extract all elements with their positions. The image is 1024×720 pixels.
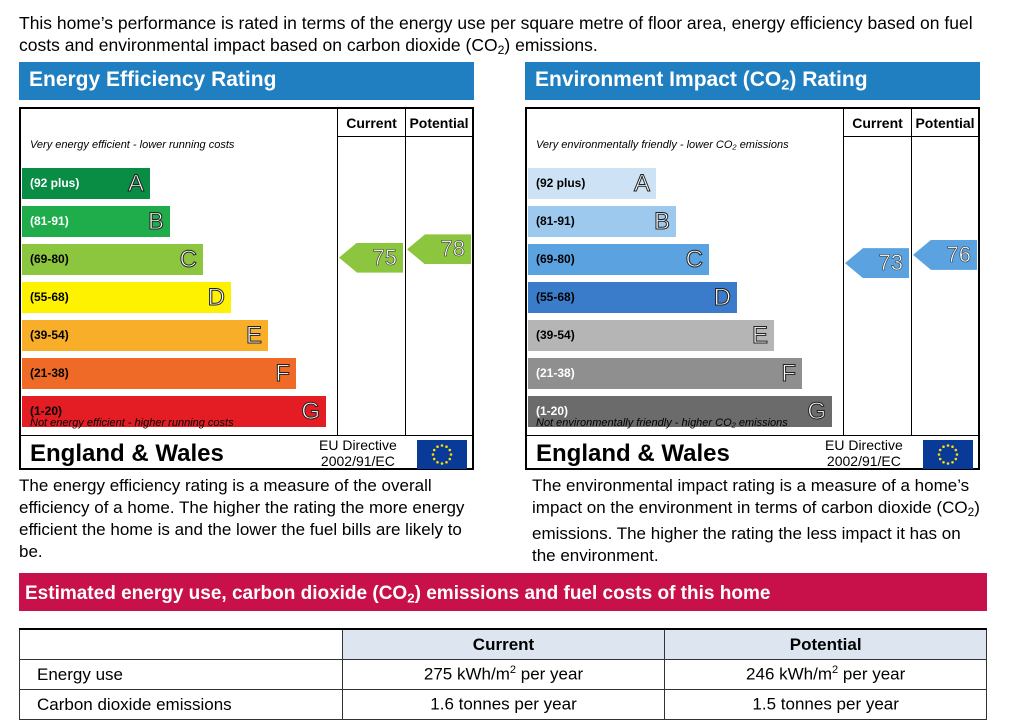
- header-current: Current: [337, 109, 405, 137]
- table-row: Carbon dioxide emissions 1.6 tonnes per …: [19, 689, 987, 720]
- band-letter: F: [781, 360, 797, 388]
- band-letter: G: [807, 398, 827, 426]
- band-letter: A: [633, 170, 650, 198]
- top-note: Very energy efficient - lower running co…: [30, 139, 235, 151]
- header-current: Current: [843, 109, 911, 137]
- table-row: Energy use 275 kWh/m2 per year 246 kWh/m…: [19, 659, 987, 690]
- band-range: (1-20): [30, 404, 63, 418]
- rating-band-f: (21-38) F: [22, 358, 296, 389]
- potential-rating-arrow: 76: [913, 239, 977, 270]
- rating-band-a: (92 plus) A: [22, 168, 150, 199]
- band-letter: E: [245, 322, 262, 350]
- bottom-note: Not energy efficient - higher running co…: [30, 417, 234, 429]
- band-range: (55-68): [536, 290, 575, 304]
- band-range: (69-80): [30, 252, 69, 266]
- col-current: Current: [341, 628, 666, 660]
- eu-directive: EU Directive 2002/91/EC: [825, 437, 903, 469]
- band-range: (39-54): [30, 328, 69, 342]
- band-range: (92 plus): [30, 176, 80, 190]
- band-range: (1-20): [536, 404, 569, 418]
- footer-region: England & Wales: [30, 440, 224, 467]
- panel-title: Energy Efficiency Rating: [19, 62, 474, 100]
- band-range: (21-38): [30, 366, 69, 380]
- band-range: (21-38): [536, 366, 575, 380]
- row-potential: 1.5 tonnes per year: [664, 689, 987, 720]
- band-letter: E: [751, 322, 768, 350]
- band-letter: G: [301, 398, 321, 426]
- col-potential: Potential: [664, 628, 987, 660]
- row-potential: 246 kWh/m2 per year: [664, 659, 987, 690]
- rating-band-b: (81-91) B: [22, 206, 170, 237]
- band-letter: F: [275, 360, 291, 388]
- rating-band-f: (21-38) F: [528, 358, 802, 389]
- eu-flag-icon: [417, 440, 467, 469]
- rating-band-e: (39-54) E: [22, 320, 268, 351]
- rating-chart: Current Potential Very energy efficient …: [19, 107, 474, 470]
- current-rating-arrow: 73: [845, 248, 909, 279]
- eu-flag-icon: [923, 440, 973, 469]
- band-letter: C: [179, 246, 197, 274]
- energy-efficiency-description: The energy efficiency rating is a measur…: [19, 476, 465, 561]
- current-rating-arrow: 75: [339, 242, 403, 273]
- top-note: Very environmentally friendly - lower CO…: [536, 139, 789, 151]
- band-letter: A: [127, 170, 144, 198]
- band-letter: B: [653, 208, 670, 236]
- row-label: Carbon dioxide emissions: [19, 689, 343, 720]
- rating-chart: Current Potential Very environmentally f…: [525, 107, 980, 470]
- energy-efficiency-panel: Energy Efficiency Rating Current Potenti…: [19, 62, 474, 471]
- estimate-table: Current Potential Energy use 275 kWh/m2 …: [19, 628, 987, 720]
- rating-band-c: (69-80) C: [528, 244, 709, 275]
- table-header-row: Current Potential: [19, 628, 987, 660]
- band-range: (92 plus): [536, 176, 586, 190]
- band-range: (81-91): [536, 214, 575, 228]
- row-label: Energy use: [19, 659, 343, 690]
- bottom-note: Not environmentally friendly - higher CO…: [536, 417, 788, 429]
- band-letter: C: [685, 246, 703, 274]
- rating-band-c: (69-80) C: [22, 244, 203, 275]
- band-range: (81-91): [30, 214, 69, 228]
- row-current: 275 kWh/m2 per year: [341, 659, 666, 690]
- header-potential: Potential: [405, 109, 472, 137]
- band-letter: D: [207, 284, 225, 312]
- estimate-banner: Estimated energy use, carbon dioxide (CO…: [19, 573, 987, 611]
- intro-text: This home’s performance is rated in term…: [19, 13, 973, 58]
- rating-band-g: (1-20) G: [528, 396, 832, 427]
- environment-impact-description: The environmental impact rating is a mea…: [532, 476, 980, 565]
- rating-band-a: (92 plus) A: [528, 168, 656, 199]
- rating-band-d: (55-68) D: [22, 282, 231, 313]
- band-range: (69-80): [536, 252, 575, 266]
- band-letter: B: [147, 208, 164, 236]
- eu-directive: EU Directive 2002/91/EC: [319, 437, 397, 469]
- rating-band-b: (81-91) B: [528, 206, 676, 237]
- row-current: 1.6 tonnes per year: [341, 689, 666, 720]
- rating-band-g: (1-20) G: [22, 396, 326, 427]
- band-range: (39-54): [536, 328, 575, 342]
- footer-region: England & Wales: [536, 440, 730, 467]
- rating-band-e: (39-54) E: [528, 320, 774, 351]
- potential-rating-arrow: 78: [407, 234, 471, 265]
- header-potential: Potential: [911, 109, 978, 137]
- panel-title: Environment Impact (CO2) Rating: [525, 62, 980, 100]
- band-range: (55-68): [30, 290, 69, 304]
- band-letter: D: [713, 284, 731, 312]
- rating-band-d: (55-68) D: [528, 282, 737, 313]
- environment-impact-panel: Environment Impact (CO2) Rating Current …: [525, 62, 980, 471]
